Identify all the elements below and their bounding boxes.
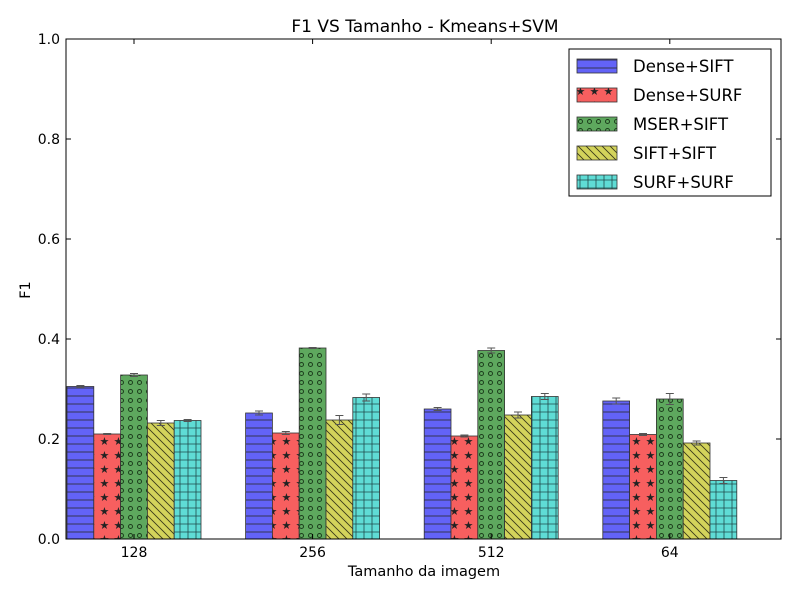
- legend-label: MSER+SIFT: [633, 115, 729, 134]
- x-tick-label: 256: [299, 545, 326, 561]
- bar-hatch: [629, 434, 657, 540]
- x-tick-label: 512: [478, 545, 505, 561]
- legend-label: Dense+SURF: [633, 86, 742, 105]
- bar-hatch: [120, 374, 148, 540]
- y-tick-label: 0.4: [38, 332, 60, 348]
- bar-hatch: [245, 412, 273, 540]
- legend-swatch-hatch: [576, 116, 618, 132]
- legend-label: SURF+SURF: [633, 173, 734, 192]
- bar-hatch: [682, 442, 711, 540]
- plot-frame: [65, 38, 782, 540]
- bar-hatch: [146, 422, 175, 540]
- bar-hatch: [602, 400, 630, 540]
- legend-swatch-hatch: [576, 145, 618, 161]
- legend-label: Dense+SIFT: [633, 57, 734, 76]
- y-tick-label: 0.2: [38, 432, 60, 448]
- y-tick-label: 0.8: [38, 132, 60, 148]
- x-tick-label: 128: [121, 545, 148, 561]
- bar-hatch: [477, 350, 505, 540]
- bar-hatch: [93, 433, 122, 540]
- bar-hatch: [352, 397, 380, 540]
- x-tick-label: 64: [661, 545, 679, 561]
- bar-hatch: [709, 480, 738, 540]
- bar-hatch: [423, 408, 452, 540]
- legend-swatch-hatch: [576, 58, 618, 74]
- bar-hatch: [531, 396, 559, 540]
- legend-swatch-hatch: [576, 87, 618, 103]
- plot-area: 0.0 0.2 0.4 0.6 0.8 1.0 128 256 512 64: [38, 32, 781, 561]
- bar-hatch: [66, 386, 95, 540]
- bar-hatch: [298, 347, 327, 540]
- y-tick-label: 0.6: [38, 232, 60, 248]
- bar-hatch: [656, 398, 684, 540]
- legend: Dense+SIFT Dense+SURF MSER+SIFT SIFT+SIFT SU…: [568, 48, 772, 197]
- bar-hatch: [504, 414, 532, 540]
- y-tick-label: 1.0: [38, 32, 60, 48]
- chart-title: F1 VS Tamanho - Kmeans+SVM: [291, 17, 558, 37]
- bar-hatch: [450, 435, 479, 540]
- x-axis-label: Tamanho da imagem: [347, 564, 500, 580]
- legend-swatch-hatch: [576, 174, 618, 190]
- bar-hatch: [325, 419, 354, 540]
- y-tick-label: 0.0: [38, 532, 60, 548]
- legend-label: SIFT+SIFT: [633, 144, 717, 163]
- bar-hatch: [271, 432, 300, 540]
- y-axis-label: F1: [18, 281, 34, 299]
- bar-hatch: [173, 420, 202, 540]
